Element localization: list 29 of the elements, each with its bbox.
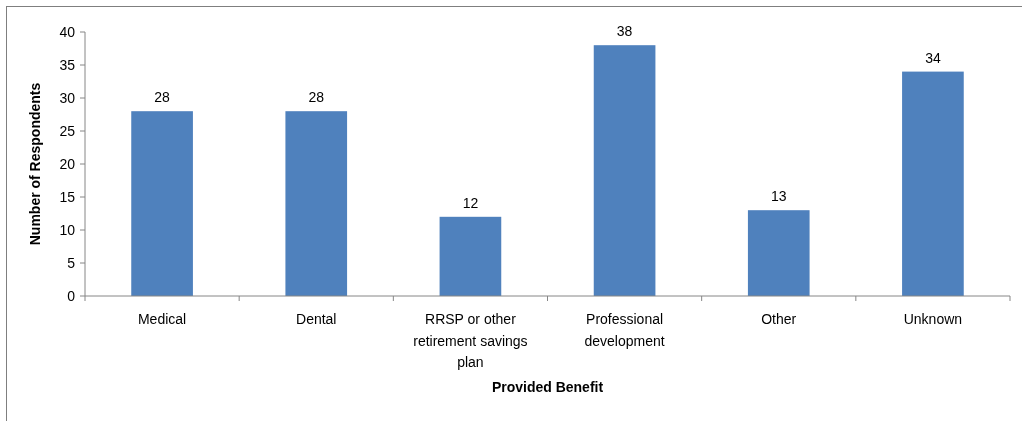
data-label: 13: [770, 188, 787, 205]
data-label: 38: [616, 23, 633, 40]
bar: [285, 111, 348, 296]
data-label: 12: [462, 194, 479, 211]
x-tick-label: Medical: [137, 311, 187, 327]
x-tick-label: RRSP or other retirement savings plan: [413, 311, 528, 370]
x-axis-title: Provided Benefit: [491, 379, 604, 395]
data-label: 28: [308, 89, 325, 106]
y-tick-label: 5: [67, 254, 76, 271]
y-tick-label: 10: [59, 221, 76, 238]
y-tick-label: 30: [59, 89, 76, 106]
bar: [902, 71, 964, 296]
x-tick-label: Professional development: [584, 311, 665, 349]
y-tick-label: 15: [59, 188, 76, 205]
y-tick-label: 0: [67, 287, 76, 304]
y-tick-label: 40: [59, 23, 76, 40]
y-tick-label: 20: [59, 155, 76, 172]
bar: [747, 210, 810, 296]
bar: [593, 45, 656, 296]
data-label: 34: [925, 49, 941, 66]
y-axis-title: Number of Respondents: [27, 82, 43, 246]
bar: [131, 111, 193, 296]
x-tick-label: Unknown: [903, 311, 963, 327]
y-tick-label: 25: [59, 122, 76, 139]
data-label: 28: [154, 89, 171, 106]
bar: [439, 216, 502, 296]
x-tick-label: Dental: [296, 311, 337, 327]
x-tick-label: Other: [761, 311, 797, 327]
y-tick-label: 35: [59, 56, 76, 73]
